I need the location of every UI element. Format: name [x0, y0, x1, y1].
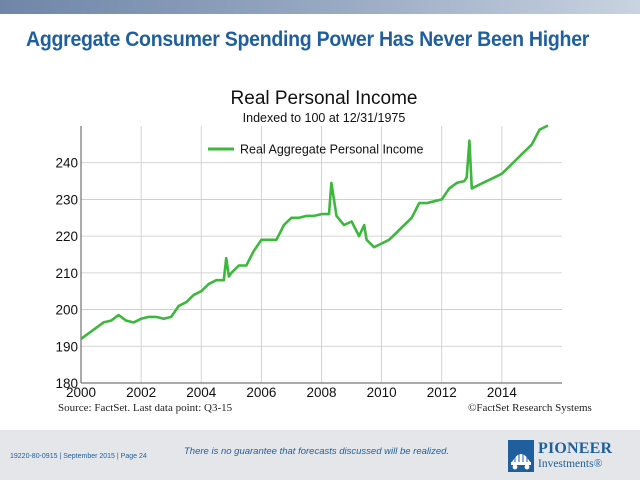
disclaimer: There is no guarantee that forecasts dis…	[184, 446, 450, 457]
legend-label: Real Aggregate Personal Income	[240, 143, 423, 157]
top-banner	[0, 0, 640, 14]
x-tick-label: 2004	[186, 385, 217, 400]
pioneer-logo: PIONEER Investments®	[508, 440, 632, 474]
x-tick-label: 2014	[487, 385, 518, 400]
chart-title: Real Personal Income	[231, 88, 418, 109]
tick-labels: 180 190 200 210 220 230 240 2000 2002 2004 2006 200…	[55, 156, 517, 400]
line-chart: Real Personal Income Indexed to 100 at 1…	[55, 88, 562, 400]
logo-subtitle: Investments®	[538, 458, 603, 470]
x-tick-label: 2008	[306, 385, 336, 400]
legend: Real Aggregate Personal Income	[208, 143, 423, 157]
y-tick-label: 200	[55, 303, 78, 318]
copyright-note: ©FactSet Research Systems	[468, 402, 592, 414]
x-tick-label: 2012	[427, 385, 457, 400]
series-line	[81, 124, 549, 341]
x-tick-label: 2010	[367, 385, 397, 400]
document-reference: 19220-80-0915 | September 2015 | Page 24	[10, 453, 147, 460]
y-tick-label: 210	[55, 266, 78, 281]
slide-title: Aggregate Consumer Spending Power Has Ne…	[26, 28, 590, 51]
y-tick-label: 180	[55, 376, 78, 391]
chart-subtitle: Indexed to 100 at 12/31/1975	[243, 111, 406, 125]
pioneer-wagon-icon	[508, 440, 534, 472]
x-tick-label: 2006	[246, 385, 276, 400]
series-lines	[81, 124, 549, 341]
y-tick-label: 230	[55, 192, 78, 207]
y-tick-label: 190	[55, 339, 78, 354]
source-note: Source: FactSet. Last data point: Q3-15	[58, 402, 233, 414]
gridlines	[80, 126, 562, 384]
x-tick-label: 2000	[66, 385, 96, 400]
x-tick-label: 2002	[126, 385, 156, 400]
y-tick-label: 240	[55, 156, 78, 171]
logo-name: PIONEER	[538, 440, 613, 457]
y-tick-label: 220	[55, 229, 78, 244]
